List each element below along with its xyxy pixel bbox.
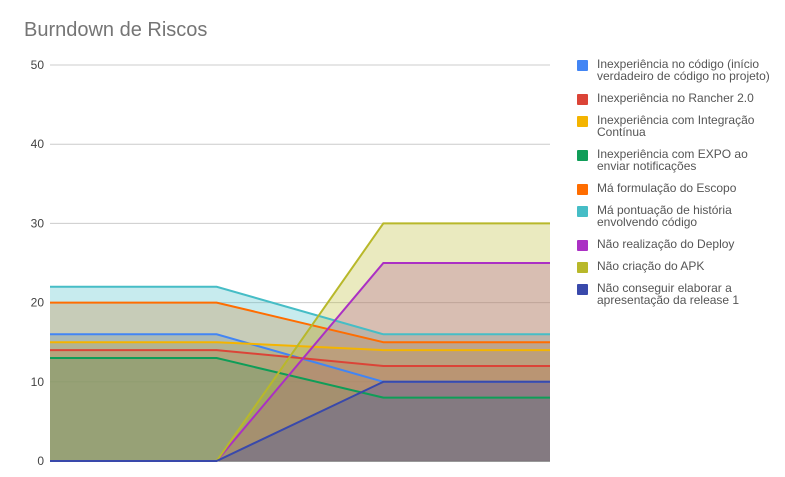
legend: Inexperiência no código (início verdadei… (577, 58, 782, 316)
legend-swatch (577, 60, 588, 71)
legend-swatch (577, 284, 588, 295)
legend-label: Não realização do Deploy (597, 237, 735, 251)
series-area-2 (50, 350, 550, 461)
series-area-1 (50, 334, 550, 461)
legend-label: Não criação do APK (597, 259, 705, 273)
series-area-6 (50, 286, 550, 461)
y-tick-label: 40 (31, 137, 45, 151)
y-tick-label: 0 (37, 454, 44, 468)
y-tick-label: 50 (31, 58, 45, 72)
y-tick-label: 10 (31, 375, 45, 389)
legend-item[interactable]: Não conseguir elaborar a apresentação da… (577, 282, 782, 306)
legend-label: Não conseguir elaborar a apresentação da… (597, 281, 740, 307)
legend-item[interactable]: Má pontuação de história envolvendo códi… (577, 204, 782, 228)
series-line-2 (50, 349, 550, 367)
legend-swatch (577, 184, 588, 195)
series-line-4 (50, 357, 550, 399)
legend-label: Inexperiência no código (início verdadei… (597, 57, 770, 83)
legend-item[interactable]: Inexperiência no Rancher 2.0 (577, 91, 782, 105)
legend-item[interactable]: Não realização do Deploy (577, 237, 782, 251)
series-line-9 (50, 380, 550, 462)
legend-swatch (577, 240, 588, 251)
legend-label: Má pontuação de história envolvendo códi… (597, 203, 732, 229)
y-axis-ticks: 0 10 20 30 40 50 (31, 58, 45, 468)
legend-swatch (577, 206, 588, 217)
series-area-4 (50, 358, 550, 461)
series-line-5 (50, 301, 550, 344)
legend-item[interactable]: Inexperiência no código (início verdadei… (577, 58, 782, 82)
y-tick-label: 30 (31, 216, 45, 230)
legend-swatch (577, 116, 588, 127)
legend-item[interactable]: Inexperiência com EXPO ao enviar notific… (577, 148, 782, 172)
series-line-6 (50, 285, 550, 336)
series-line-3 (50, 341, 550, 352)
chart-title: Burndown de Riscos (24, 19, 208, 41)
series-area-3 (50, 342, 550, 461)
legend-label: Inexperiência com EXPO ao enviar notific… (597, 147, 748, 173)
series-lines (50, 222, 550, 462)
legend-item[interactable]: Má formulação do Escopo (577, 181, 782, 195)
legend-label: Má formulação do Escopo (597, 181, 737, 195)
legend-swatch (577, 94, 588, 105)
legend-label: Inexperiência no Rancher 2.0 (597, 91, 754, 105)
series-area-9 (50, 381, 550, 461)
legend-swatch (577, 150, 588, 161)
y-tick-label: 20 (31, 296, 45, 310)
legend-item[interactable]: Inexperiência com Integração Contínua (577, 114, 782, 138)
legend-item[interactable]: Não criação do APK (577, 259, 782, 273)
legend-swatch (577, 262, 588, 273)
series-area-7 (50, 263, 550, 461)
legend-label: Inexperiência com Integração Contínua (597, 113, 755, 139)
